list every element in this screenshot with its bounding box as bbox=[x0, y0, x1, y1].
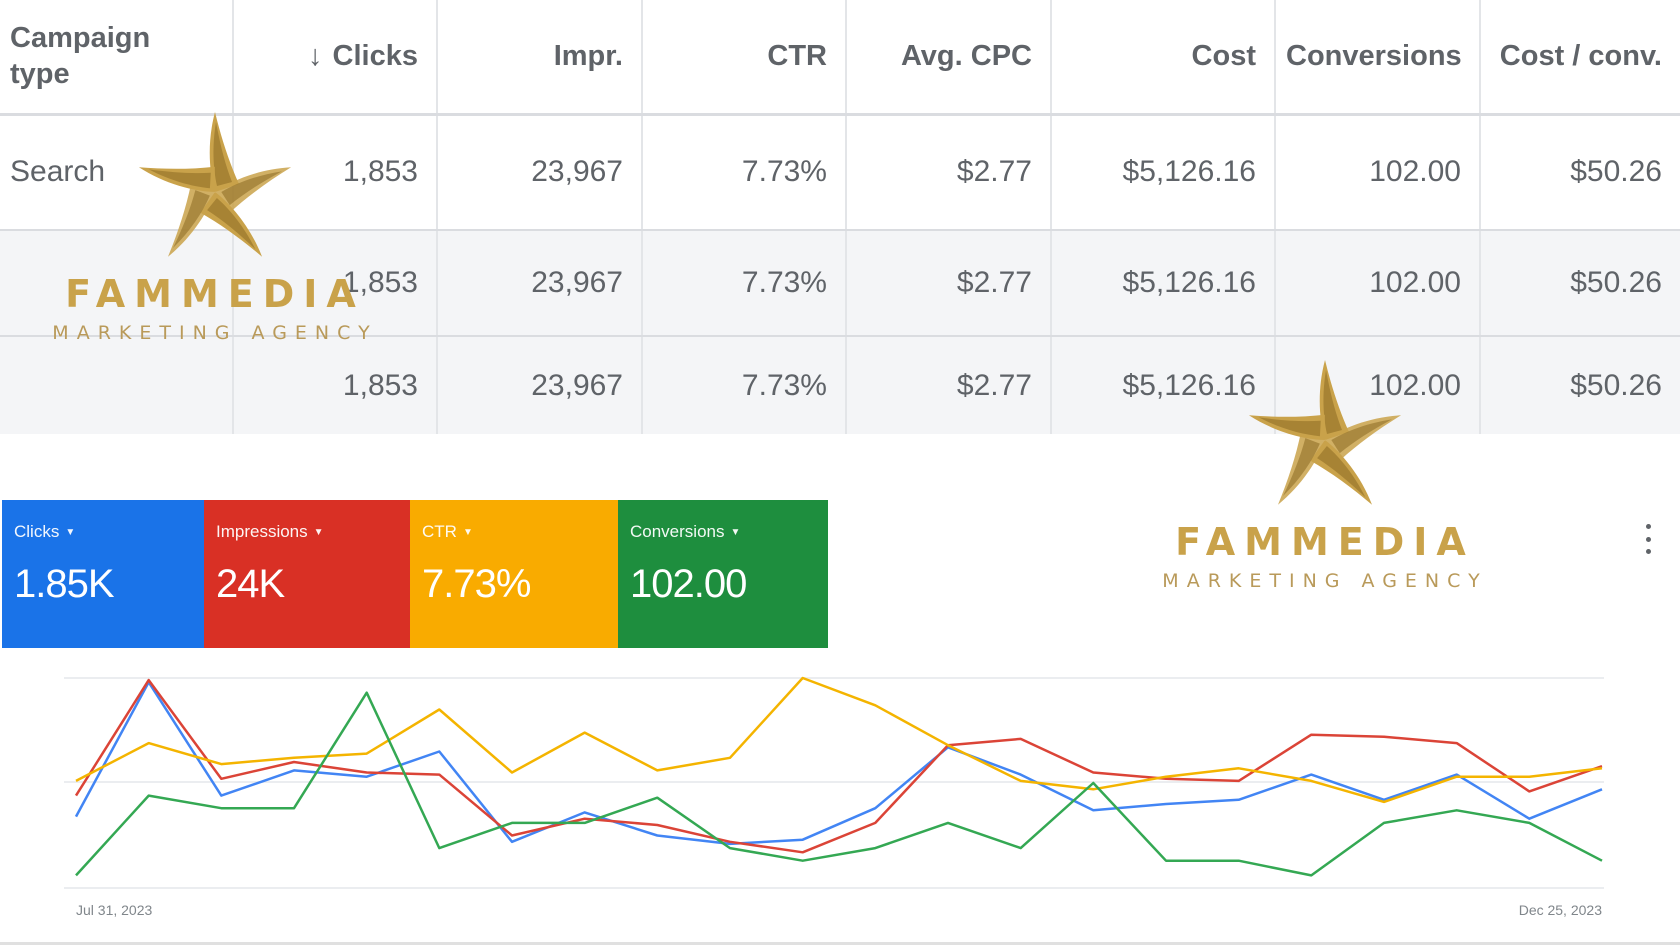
cell-ctr: 7.73% bbox=[642, 336, 847, 434]
col-header-impr[interactable]: Impr. bbox=[437, 0, 643, 116]
col-header-ctr[interactable]: CTR bbox=[642, 0, 847, 116]
watermark-logo: FAMMEDIA MARKETING AGENCY bbox=[40, 112, 390, 344]
cell-clicks: 1,853 bbox=[233, 230, 438, 337]
scorecard-value: 7.73% bbox=[422, 562, 531, 606]
cell-cost: $5,126.16 bbox=[1051, 114, 1276, 231]
cell-impr: 23,967 bbox=[437, 114, 643, 231]
watermark-brand-name: FAMMEDIA bbox=[65, 272, 365, 316]
logo-petal-shade bbox=[221, 171, 282, 206]
col-header-label: Avg. CPC bbox=[900, 40, 1032, 73]
watermark-subtitle: MARKETING AGENCY bbox=[52, 322, 378, 344]
col-header-conversions[interactable]: Conversions bbox=[1275, 0, 1481, 116]
scorecard-label-text: Impressions bbox=[216, 522, 308, 541]
scorecard-clicks[interactable]: Clicks ▼ 1.85K bbox=[2, 500, 204, 648]
col-header-label: CTR bbox=[767, 40, 827, 73]
logo-petal bbox=[1248, 414, 1325, 440]
logo-petal-shade bbox=[148, 169, 211, 189]
dropdown-caret-icon[interactable]: ▼ bbox=[313, 526, 324, 538]
watermark-subtitle: MARKETING AGENCY bbox=[1162, 570, 1488, 592]
watermark-logo: FAMMEDIA MARKETING AGENCY bbox=[1150, 360, 1500, 592]
col-header-label: Clicks bbox=[332, 40, 418, 73]
table-header-row: Campaign type ↓ Clicks Impr. CTR Avg. CPC… bbox=[0, 0, 1680, 116]
scorecard-label-text: CTR bbox=[422, 522, 457, 541]
x-axis-start-label: Jul 31, 2023 bbox=[76, 902, 152, 918]
col-header-label: Impr. bbox=[553, 40, 623, 73]
col-header-label: Conversions bbox=[1286, 40, 1462, 73]
chart-series-layer bbox=[74, 676, 1603, 877]
cell-cost-conv: $50.26 bbox=[1480, 336, 1680, 434]
col-header-avg-cpc[interactable]: Avg. CPC bbox=[846, 0, 1052, 116]
logo-petal bbox=[138, 166, 215, 192]
cell-campaign-type bbox=[0, 336, 234, 434]
cell-cost-conv: $50.26 bbox=[1480, 114, 1680, 231]
series-line-ctr bbox=[75, 676, 1603, 804]
cell-ctr: 7.73% bbox=[642, 230, 847, 337]
cell-conversions: 102.00 bbox=[1275, 230, 1481, 337]
cell-cost: $5,126.16 bbox=[1051, 230, 1276, 337]
logo-petal-shade bbox=[173, 190, 210, 249]
col-header-cost[interactable]: Cost bbox=[1051, 0, 1276, 116]
col-header-campaign-type[interactable]: Campaign type bbox=[0, 0, 234, 116]
scorecard-label[interactable]: Conversions ▼ bbox=[630, 522, 816, 542]
cell-avg-cpc: $2.77 bbox=[846, 230, 1052, 337]
more-dot bbox=[1645, 536, 1651, 542]
cell-avg-cpc: $2.77 bbox=[846, 114, 1052, 231]
chart-grid bbox=[64, 677, 1604, 889]
scorecard-conversions[interactable]: Conversions ▼ 102.00 bbox=[618, 500, 828, 648]
more-vert-icon[interactable] bbox=[1641, 524, 1655, 554]
scorecard-label[interactable]: CTR ▼ bbox=[422, 522, 606, 542]
star-swirl-logo bbox=[1248, 360, 1402, 505]
series-line-conversions bbox=[75, 691, 1603, 877]
col-header-clicks[interactable]: ↓ Clicks bbox=[233, 0, 438, 116]
cell-campaign-type bbox=[0, 230, 234, 337]
col-header-cost-conv[interactable]: Cost / conv. bbox=[1480, 0, 1680, 116]
x-axis-end-label: Dec 25, 2023 bbox=[1519, 902, 1602, 918]
star-swirl-logo bbox=[138, 112, 292, 257]
scorecard-row: Clicks ▼ 1.85K Impressions ▼ 24K CTR ▼ 7.73… bbox=[2, 500, 828, 648]
dropdown-caret-icon[interactable]: ▼ bbox=[730, 526, 741, 538]
performance-line-chart: Jul 31, 2023 Dec 25, 2023 bbox=[64, 676, 1604, 918]
logo-petal-shade bbox=[1258, 417, 1321, 437]
cell-conversions: 102.00 bbox=[1275, 114, 1481, 231]
dropdown-caret-icon[interactable]: ▼ bbox=[65, 526, 76, 538]
watermark-brand-name: FAMMEDIA bbox=[1175, 520, 1475, 564]
campaign-table-container: Campaign type ↓ Clicks Impr. CTR Avg. CPC… bbox=[0, 0, 1680, 434]
scorecard-label-text: Clicks bbox=[14, 522, 60, 541]
logo-petal-shade bbox=[1317, 446, 1366, 498]
scorecard-label[interactable]: Impressions ▼ bbox=[216, 522, 398, 542]
logo-petal-shade bbox=[213, 122, 232, 186]
arrow-down-icon[interactable]: ↓ bbox=[308, 40, 323, 73]
bottom-divider bbox=[0, 942, 1680, 945]
scorecard-label-text: Conversions bbox=[630, 522, 725, 541]
col-header-label: Campaign type bbox=[10, 22, 151, 91]
table-row[interactable]: 1,853 23,967 7.73% $2.77 $5,126.16 102.0… bbox=[0, 230, 1680, 337]
cell-cost-conv: $50.26 bbox=[1480, 230, 1680, 337]
scorecard-value: 1.85K bbox=[14, 562, 115, 606]
cell-impr: 23,967 bbox=[437, 230, 643, 337]
scorecard-value: 24K bbox=[216, 562, 285, 606]
logo-petal-shade bbox=[1331, 419, 1392, 454]
scorecard-value: 102.00 bbox=[630, 562, 747, 606]
cell-impr: 23,967 bbox=[437, 336, 643, 434]
cell-clicks: 1,853 bbox=[233, 336, 438, 434]
series-line-impressions bbox=[74, 678, 1603, 854]
cell-avg-cpc: $2.77 bbox=[846, 336, 1052, 434]
col-header-label: Cost bbox=[1191, 40, 1256, 73]
scorecard-label[interactable]: Clicks ▼ bbox=[14, 522, 192, 542]
logo-petal-shade bbox=[1283, 438, 1320, 497]
campaign-table: Campaign type ↓ Clicks Impr. CTR Avg. CPC… bbox=[0, 0, 1680, 434]
scorecard-ctr[interactable]: CTR ▼ 7.73% bbox=[410, 500, 618, 648]
more-dot bbox=[1645, 524, 1651, 529]
table-row[interactable]: Search 1,853 23,967 7.73% $2.77 $5,126.1… bbox=[0, 114, 1680, 231]
logo-petal-shade bbox=[1323, 370, 1342, 434]
series-line-clicks bbox=[74, 680, 1603, 846]
logo-petal-shade bbox=[207, 198, 256, 250]
scorecard-impressions[interactable]: Impressions ▼ 24K bbox=[204, 500, 410, 648]
cell-ctr: 7.73% bbox=[642, 114, 847, 231]
more-dot bbox=[1645, 549, 1651, 554]
cell-cost: $5,126.16 bbox=[1051, 336, 1276, 434]
dropdown-caret-icon[interactable]: ▼ bbox=[462, 526, 473, 538]
table-row[interactable]: 1,853 23,967 7.73% $2.77 $5,126.16 102.0… bbox=[0, 336, 1680, 434]
col-header-label: Cost / conv. bbox=[1499, 40, 1662, 73]
